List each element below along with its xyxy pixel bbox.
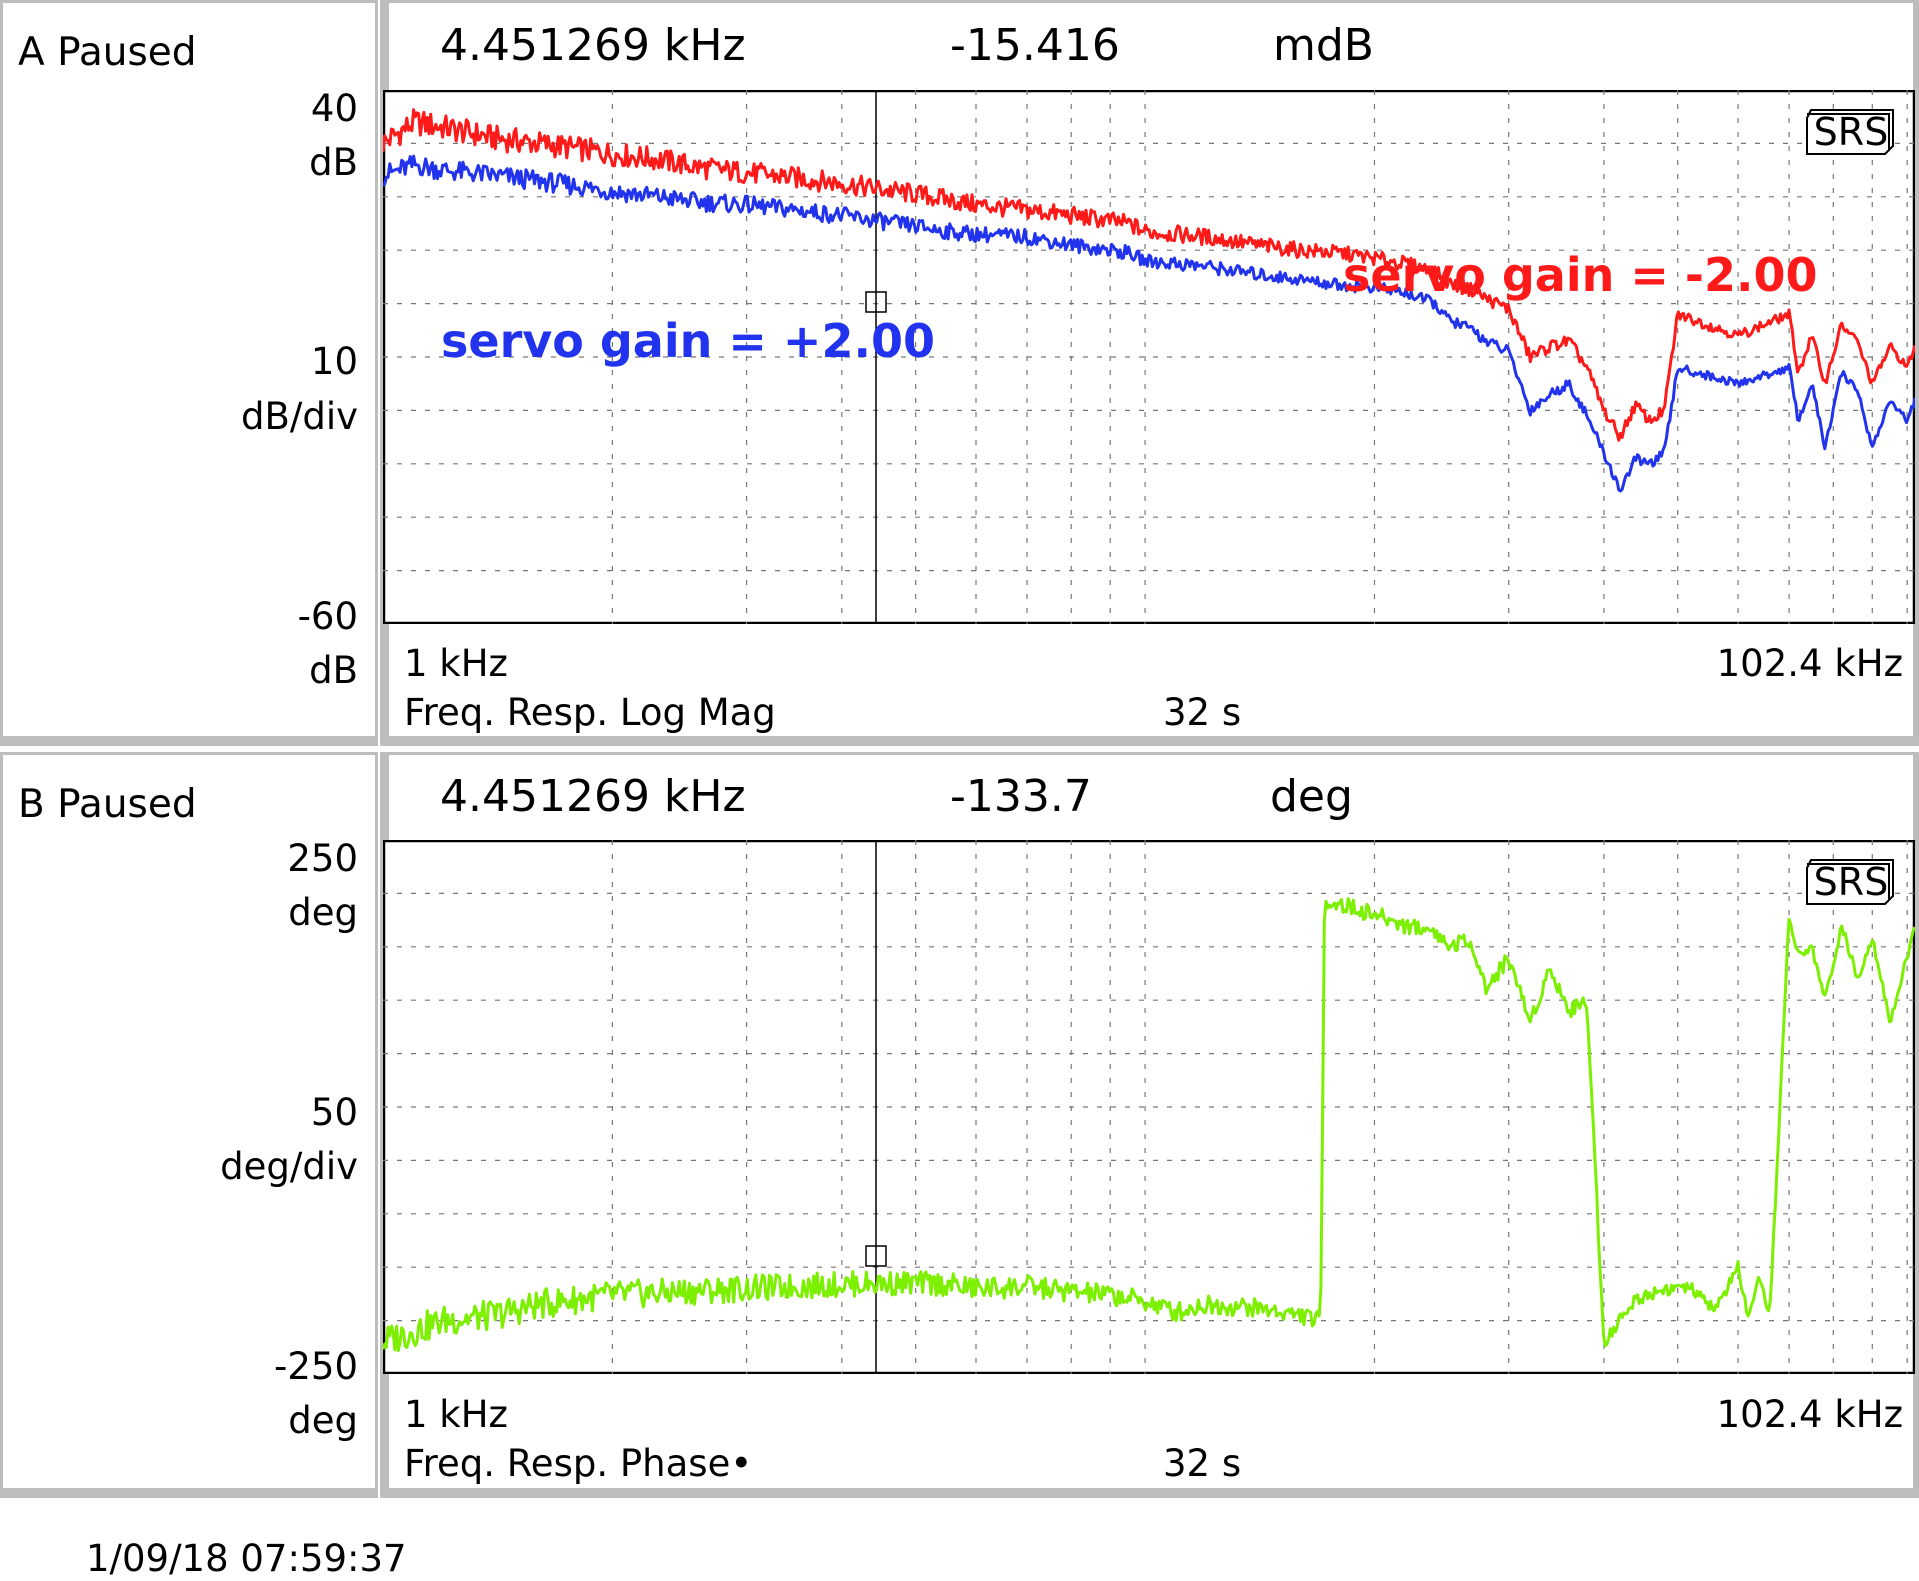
panel-b-x-start: 1 kHz [404,1393,508,1436]
panel-b-y-top-value: 250 [287,837,358,880]
panel-a-plot-svg [383,90,1915,624]
panel-a-side-frame [0,0,378,746]
panel-a-x-end: 102.4 kHz [1716,642,1903,685]
panel-b-x-end: 102.4 kHz [1716,1393,1903,1436]
panel-b-trace-green [383,897,1915,1353]
panel-b-marker-box[interactable] [865,1245,887,1267]
panel-a-measurement: Freq. Resp. Log Mag [404,691,776,734]
panel-a-trace-blue [383,154,1915,493]
panel-a-marker-unit: mdB [1273,20,1374,71]
panel-b-srs-text: SRS [1813,860,1889,904]
panel-a-srs-text: SRS [1813,110,1889,154]
panel-a-marker-frequency: 4.451269 kHz [440,20,746,71]
panel-b-grid [383,840,1915,1374]
panel-a-grid [383,90,1915,624]
panel-a-srs-logo: SRS [1803,108,1899,156]
timestamp: 1/09/18 07:59:37 [86,1537,407,1580]
panel-a-status: A Paused [18,30,197,75]
panel-b-y-scale-unit: deg/div [220,1145,358,1188]
panel-a-plot-area[interactable]: SRS servo gain = -2.00 servo gain = +2.0… [383,90,1915,624]
panel-a-y-scale-unit: dB/div [241,395,358,438]
panel-a-x-start: 1 kHz [404,642,508,685]
panel-a-y-top-value: 40 [310,87,358,130]
panel-b-y-top-unit: deg [288,891,358,934]
panel-b-side-frame [0,752,378,1498]
panel-b-y-bottom-value: -250 [274,1345,358,1388]
panel-a-annotation-red: servo gain = -2.00 [1343,248,1818,302]
panel-b-plot-area[interactable]: SRS [383,840,1915,1374]
panel-b-marker-frequency: 4.451269 kHz [440,771,746,822]
panel-a-y-bottom-unit: dB [309,649,358,692]
panel-b-y-bottom-unit: deg [288,1399,358,1442]
panel-a-marker-value: -15.416 [950,20,1120,71]
panel-b-measurement: Freq. Resp. Phase• [404,1442,753,1485]
panel-b-status: B Paused [18,782,197,827]
panel-a-trace-red [383,108,1915,442]
panel-a-time: 32 s [1163,691,1242,734]
panel-b-marker-value: -133.7 [950,771,1092,822]
panel-a-y-scale-value: 10 [310,340,358,383]
panel-b-plot-svg [383,840,1915,1374]
panel-a-y-top-unit: dB [309,141,358,184]
panel-a-y-bottom-value: -60 [297,595,358,638]
panel-b-y-scale-value: 50 [310,1091,358,1134]
panel-a-annotation-blue: servo gain = +2.00 [441,314,935,368]
panel-b-marker-unit: deg [1270,771,1353,822]
panel-a-marker-box[interactable] [865,291,887,313]
panel-b-srs-logo: SRS [1803,858,1899,906]
panel-b-time: 32 s [1163,1442,1242,1485]
